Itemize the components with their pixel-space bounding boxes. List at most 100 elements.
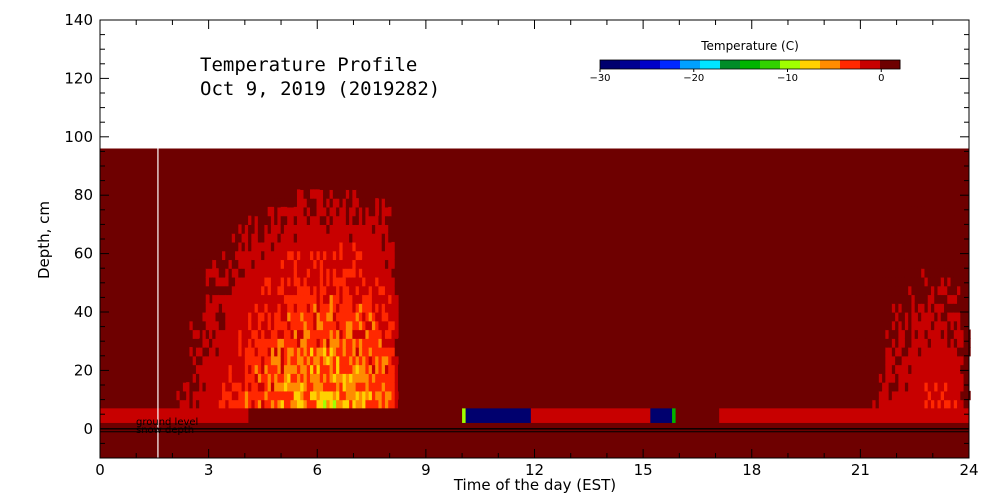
heatmap-cell — [274, 312, 279, 322]
heatmap-cell — [189, 276, 194, 287]
heatmap-cell — [362, 276, 367, 287]
heatmap-cell — [310, 338, 314, 348]
heatmap-cell — [326, 224, 331, 234]
heatmap-cell — [287, 224, 292, 234]
heatmap-cell — [296, 224, 301, 234]
heatmap-cell — [332, 198, 337, 208]
heatmap-cell — [930, 276, 935, 287]
heatmap-cell — [963, 399, 968, 409]
heatmap-cell — [186, 285, 191, 296]
heatmap-cell — [257, 399, 262, 409]
heatmap-cell — [927, 233, 932, 243]
heatmap-cell — [895, 233, 899, 243]
heatmap-cell — [274, 364, 279, 374]
heatmap-cell — [264, 347, 269, 357]
heatmap-cell — [323, 285, 327, 296]
heatmap-cell — [355, 198, 360, 208]
heatmap-cell — [228, 285, 233, 296]
heatmap-cell — [222, 250, 226, 261]
heatmap-cell — [257, 224, 262, 234]
heatmap-cell — [904, 355, 909, 366]
heatmap-cell — [199, 390, 204, 401]
heatmap-cell — [940, 382, 945, 392]
heatmap-cell — [862, 355, 867, 366]
heatmap-cell — [277, 382, 282, 392]
heatmap-cell — [218, 338, 223, 348]
heatmap-cell — [329, 338, 334, 348]
heatmap-cell — [891, 241, 896, 252]
heatmap-cell — [323, 259, 327, 269]
heatmap-cell — [267, 294, 272, 304]
heatmap-cell — [231, 399, 236, 409]
heatmap-cell — [218, 259, 223, 269]
heatmap-cell — [235, 320, 239, 331]
heatmap-cell — [888, 303, 893, 313]
heatmap-cell — [296, 276, 301, 287]
heatmap-cell — [924, 347, 929, 357]
heatmap-cell — [329, 215, 334, 225]
heatmap-cell — [362, 303, 367, 313]
heatmap-cell — [944, 268, 948, 278]
heatmap-cell — [202, 338, 207, 348]
heatmap-cell — [261, 189, 265, 199]
heatmap-cell — [316, 320, 321, 331]
heatmap-cell — [849, 294, 854, 304]
heatmap-cell — [384, 180, 389, 190]
heatmap-cell — [911, 390, 916, 401]
heatmap-cell — [355, 259, 360, 269]
heatmap-cell — [270, 390, 275, 401]
heatmap-cell — [953, 294, 958, 304]
x-tick-label: 0 — [95, 461, 105, 479]
heatmap-cell — [878, 294, 883, 304]
heatmap-cell — [859, 320, 864, 331]
heatmap-cell — [371, 250, 376, 261]
heatmap-cell — [891, 347, 896, 357]
y-tick-label: 100 — [64, 128, 93, 146]
heatmap-cell — [885, 224, 890, 234]
heatmap-cell — [293, 355, 298, 366]
heatmap-cell — [241, 312, 246, 322]
heatmap-cell — [882, 294, 886, 304]
heatmap-cell — [248, 250, 252, 261]
heatmap-cell — [251, 215, 256, 225]
heatmap-cell — [878, 329, 883, 339]
heatmap-cell — [944, 285, 948, 296]
heatmap-cell — [378, 320, 383, 331]
heatmap-cell — [208, 233, 213, 243]
heatmap-cell — [888, 373, 893, 383]
heatmap-cell — [957, 347, 961, 357]
heatmap-cell — [921, 259, 926, 269]
heatmap-cell — [323, 180, 327, 190]
heatmap-cell — [953, 241, 958, 252]
heatmap-cell — [963, 347, 968, 357]
heatmap-cell — [898, 355, 903, 366]
heatmap-cell — [378, 364, 383, 374]
heatmap-cell — [274, 285, 279, 296]
heatmap-cell — [339, 250, 344, 261]
heatmap-cell — [189, 399, 194, 409]
heatmap-cell — [859, 382, 864, 392]
heatmap-cell — [394, 224, 399, 234]
heatmap-cell — [394, 233, 399, 243]
heatmap-cell — [934, 399, 939, 409]
heatmap-cell — [947, 294, 952, 304]
heatmap-cell — [394, 329, 399, 339]
heatmap-cell — [895, 382, 899, 392]
heatmap-cell — [218, 399, 223, 409]
heatmap-cell — [287, 390, 292, 401]
heatmap-cell — [313, 215, 318, 225]
heatmap-cell — [917, 355, 922, 366]
heatmap-cell — [852, 347, 857, 357]
heatmap-cell — [368, 347, 373, 357]
heatmap-cell — [316, 347, 321, 357]
heatmap-cell — [901, 320, 906, 331]
heatmap-cell — [264, 303, 269, 313]
heatmap-cell — [921, 390, 926, 401]
heatmap-cell — [927, 215, 932, 225]
heatmap-cell — [261, 294, 265, 304]
heatmap-cell — [303, 320, 308, 331]
heatmap-cell — [375, 198, 380, 208]
heatmap-cell — [293, 303, 298, 313]
heatmap-cell — [362, 189, 367, 199]
heatmap-cell — [339, 347, 344, 357]
